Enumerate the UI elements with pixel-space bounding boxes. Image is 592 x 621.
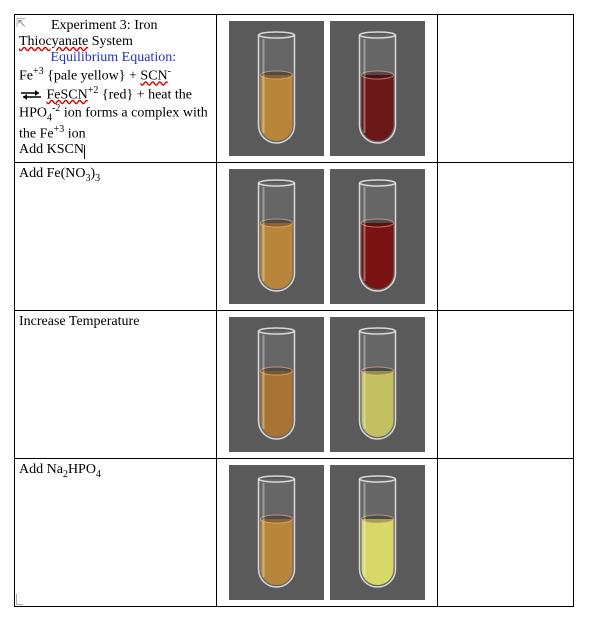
- equation-line2: FeSCN+2 {red} + heat the: [19, 85, 212, 104]
- test-tube-icon: [229, 317, 324, 452]
- cell-blank-0: [438, 15, 574, 163]
- cell-blank-2: [438, 311, 574, 459]
- cell-tubes-3: [217, 459, 438, 607]
- test-tube-icon: [330, 169, 425, 304]
- footer-mark-icon: [16, 594, 23, 605]
- equation-line3: HPO4-2 ion forms a complex with the Fe+3…: [19, 103, 212, 142]
- test-tube-icon: [330, 317, 425, 452]
- row2-label: Increase Temperature: [15, 311, 217, 459]
- test-tube-icon: [229, 169, 324, 304]
- experiment-table: Experiment 3: Iron Thiocyanate System Eq…: [14, 14, 574, 607]
- row3-label: Add Na2HPO4: [15, 459, 217, 607]
- cell-blank-1: [438, 163, 574, 311]
- title-line2: Thiocyanate System: [19, 34, 212, 50]
- equation-subhead: Equilibrium Equation:: [19, 50, 212, 66]
- cell-tubes-2: [217, 311, 438, 459]
- equilibrium-arrow-icon: [19, 89, 43, 101]
- row1-label: Add Fe(NO3)3: [15, 163, 217, 311]
- text-cursor-icon: [84, 145, 86, 159]
- equation-line1: Fe+3 {pale yellow} + SCN-: [19, 66, 212, 85]
- title-line1: Experiment 3: Iron: [19, 18, 212, 34]
- cell-tubes-0: [217, 15, 438, 163]
- cell-tubes-1: [217, 163, 438, 311]
- row0-label: Add KSCN: [19, 142, 212, 158]
- cell-description: Experiment 3: Iron Thiocyanate System Eq…: [15, 15, 217, 163]
- test-tube-icon: [330, 465, 425, 600]
- cell-blank-3: [438, 459, 574, 607]
- test-tube-icon: [229, 21, 324, 156]
- test-tube-icon: [330, 21, 425, 156]
- test-tube-icon: [229, 465, 324, 600]
- page-corner-icon: ⇱: [16, 16, 26, 31]
